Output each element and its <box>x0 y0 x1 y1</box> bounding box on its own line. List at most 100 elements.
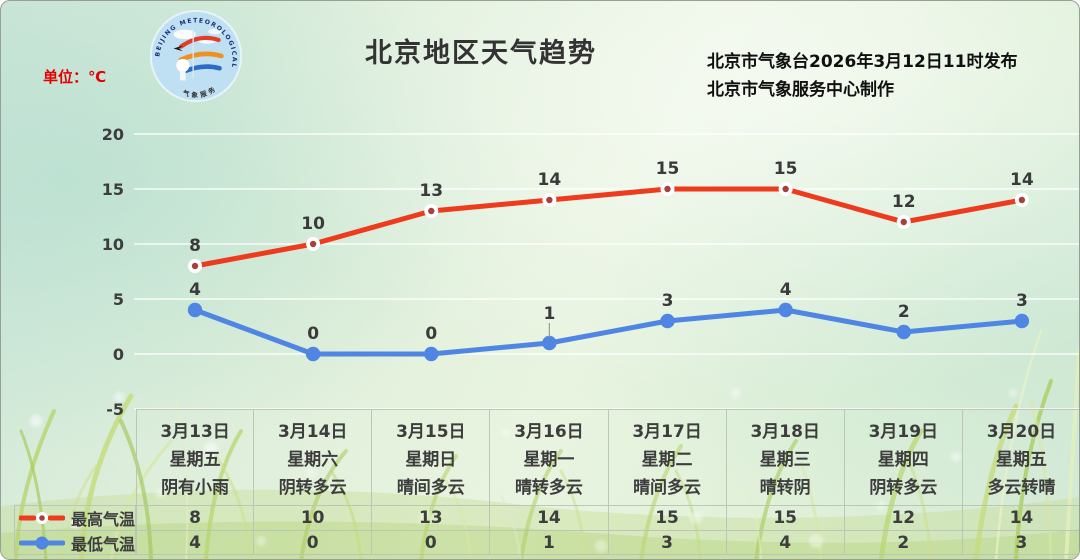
legend-label: 最低气温 <box>71 534 136 554</box>
max-temp-legend-marker-icon <box>19 512 65 524</box>
weekday-text: 星期六 <box>287 449 339 470</box>
forecast-column: 3月17日 星期二 晴间多云 15 3 <box>608 409 727 555</box>
meteorological-service-logo: BEIJING METEOROLOGICAL SERVICE 气象服务 <box>146 4 243 103</box>
min-temp-marker <box>660 313 675 329</box>
max-temp-cell: 14 <box>962 505 1079 531</box>
max-temp-cell: 15 <box>608 505 727 531</box>
min-temp-cell: 0 <box>372 531 491 555</box>
data-point-label: 1 <box>543 304 555 324</box>
y-axis-tick-label: 5 <box>113 290 124 309</box>
date-header-cell: 3月13日星期五阴有小雨 <box>136 409 255 505</box>
weekday-text: 星期四 <box>877 449 929 470</box>
date-text: 3月20日 <box>986 422 1057 443</box>
min-temp-cell: 4 <box>136 531 255 555</box>
weather-text: 晴转多云 <box>514 477 583 498</box>
date-header-cell: 3月14日星期六阴转多云 <box>254 409 373 505</box>
weather-text: 多云转晴 <box>987 477 1056 498</box>
data-point-label: 14 <box>538 170 562 190</box>
max-temp-cell: 14 <box>490 505 609 531</box>
date-header-cell: 3月18日星期三晴转阴 <box>726 409 845 505</box>
y-axis-tick-label: 15 <box>102 180 124 199</box>
min-temp-cell: 4 <box>726 531 845 555</box>
max-temp-marker-dot <box>900 218 907 226</box>
legend-label: 最高气温 <box>71 510 136 529</box>
data-point-label: 14 <box>1010 170 1034 190</box>
forecast-column: 3月13日 星期五 阴有小雨 8 4 <box>136 409 255 555</box>
weather-text: 阴有小雨 <box>161 477 230 498</box>
y-axis-tick-label: 10 <box>102 235 124 254</box>
weather-text: 晴间多云 <box>396 477 465 498</box>
data-point-label: 15 <box>656 159 680 179</box>
weekday-text: 星期五 <box>995 449 1047 470</box>
min-temp-legend-marker-icon <box>19 536 65 549</box>
min-temp-marker <box>424 346 439 362</box>
date-text: 3月13日 <box>160 422 230 443</box>
data-point-label: 4 <box>189 280 201 300</box>
forecast-column: 3月14日 星期六 阴转多云 10 0 <box>254 409 373 555</box>
weather-text: 晴转阴 <box>759 477 811 498</box>
date-header-cell: 3月19日 星期四 阴转多云 <box>844 409 963 505</box>
publisher-info: 北京市气象台2026年3月12日11时发布 北京市气象服务中心制作 <box>707 48 1017 104</box>
y-axis-tick-label: 0 <box>113 345 124 364</box>
date-header-cell: 3月17日星期二晴间多云 <box>608 409 727 505</box>
min-temp-cell: 1 <box>490 531 609 555</box>
min-temp-cell: 2 <box>844 531 963 555</box>
max-temp-line <box>192 186 1025 269</box>
max-temp-marker-dot <box>428 207 435 215</box>
publisher-line1: 北京市气象台2026年3月12日11时发布 <box>707 52 1018 72</box>
max-temp-marker-dot <box>191 262 199 270</box>
min-temp-marker <box>542 335 557 351</box>
forecast-column: 3月20日 星期五 多云转晴 14 3 <box>962 409 1079 555</box>
weather-text: 晴间多云 <box>633 477 702 498</box>
date-text: 3月15日 <box>396 422 466 443</box>
publisher-line2: 北京市气象服务中心制作 <box>707 80 894 100</box>
data-point-label: 8 <box>189 236 201 256</box>
unit-label: 单位：℃ <box>43 68 107 86</box>
min-temp-marker <box>1014 313 1030 329</box>
data-point-label: 0 <box>307 324 319 344</box>
data-point-label: 3 <box>662 291 674 311</box>
legend-max-temp: 最高气温 <box>14 505 136 531</box>
data-point-label: 15 <box>774 159 798 179</box>
weekday-text: 星期五 <box>169 449 221 470</box>
min-temp-cell: 0 <box>254 531 373 555</box>
date-text: 3月17日 <box>632 422 702 443</box>
data-point-label: 0 <box>425 324 437 344</box>
date-header-cell: 3月20日星期五多云转晴 <box>962 409 1079 505</box>
weekday-text: 星期一 <box>523 449 575 470</box>
max-temp-marker-dot <box>309 240 317 248</box>
forecast-column: 3月15日 星期日 晴间多云 13 0 <box>372 409 491 555</box>
weekday-text: 星期三 <box>759 449 811 470</box>
min-temp-marker <box>896 324 911 340</box>
forecast-column: 3月16日星期一晴转多云 14 1 <box>490 409 609 555</box>
page-title: 北京地区天气趋势 <box>365 38 597 69</box>
min-temp-marker <box>187 302 203 318</box>
max-temp-cell: 8 <box>136 505 255 531</box>
max-temp-cell: 12 <box>844 505 963 531</box>
max-temp-marker-dot <box>664 185 671 193</box>
min-temp-marker <box>778 302 793 318</box>
max-temp-cell: 10 <box>254 505 373 531</box>
legend-min-temp: 最低气温 <box>14 531 136 555</box>
min-temp-cell: 3 <box>608 531 727 555</box>
data-point-label: 13 <box>419 181 443 201</box>
forecast-column: 3月18日 星期三 晴转阴 15 4 <box>726 409 845 555</box>
bokeh-dots <box>30 388 1017 552</box>
date-text: 3月16日 <box>514 422 584 443</box>
max-temp-marker-dot <box>546 196 553 204</box>
date-text: 3月14日 <box>277 422 348 443</box>
min-temp-marker <box>305 346 321 362</box>
y-axis-tick-label: -5 <box>106 400 124 419</box>
date-text: 3月18日 <box>750 422 820 443</box>
weather-text: 阴转多云 <box>278 477 347 498</box>
max-temp-cell: 13 <box>372 505 491 531</box>
data-point-label: 12 <box>892 192 916 212</box>
y-axis-tick-label: 20 <box>102 125 124 144</box>
weekday-text: 星期二 <box>641 449 693 470</box>
forecast-column: 3月19日 星期四 阴转多云 12 2 <box>844 409 963 555</box>
date-header-cell: 3月15日 星期日 晴间多云 <box>372 409 491 505</box>
data-point-label: 4 <box>780 280 792 300</box>
